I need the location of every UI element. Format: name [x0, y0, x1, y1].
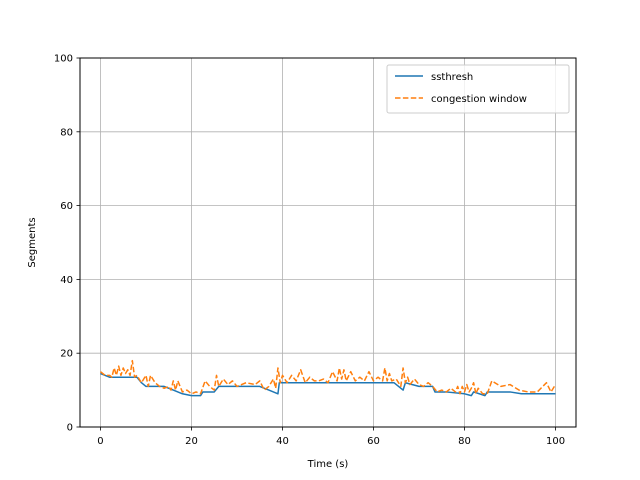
x-tick-label: 80 [458, 436, 471, 447]
legend-entry-ssthresh: ssthresh [431, 72, 473, 83]
series-lines [100, 359, 557, 397]
legend: ssthresh congestion window [386, 64, 570, 114]
x-tick-label: 20 [185, 436, 198, 447]
y-tick-label: 60 [60, 201, 73, 212]
axis-ticks: 0 20 40 60 80 100 0 20 40 60 80 100 [54, 54, 565, 448]
x-tick-label: 60 [367, 436, 380, 447]
plot-frame [79, 57, 577, 428]
legend-entry-congestion-window: congestion window [431, 94, 527, 105]
grid [80, 57, 576, 428]
y-tick-label: 20 [60, 349, 73, 360]
y-tick-label: 80 [60, 127, 73, 138]
legend-box [386, 64, 570, 114]
y-tick-label: 40 [60, 275, 73, 286]
series-line-congestion-window [100, 359, 557, 395]
x-tick-label: 40 [276, 436, 289, 447]
x-axis-label: Time (s) [307, 459, 349, 470]
y-tick-label: 0 [67, 423, 73, 434]
y-axis-label: Segments [27, 217, 38, 267]
y-tick-label: 100 [54, 54, 73, 65]
x-tick-label: 100 [546, 436, 565, 447]
x-tick-label: 0 [97, 436, 103, 447]
